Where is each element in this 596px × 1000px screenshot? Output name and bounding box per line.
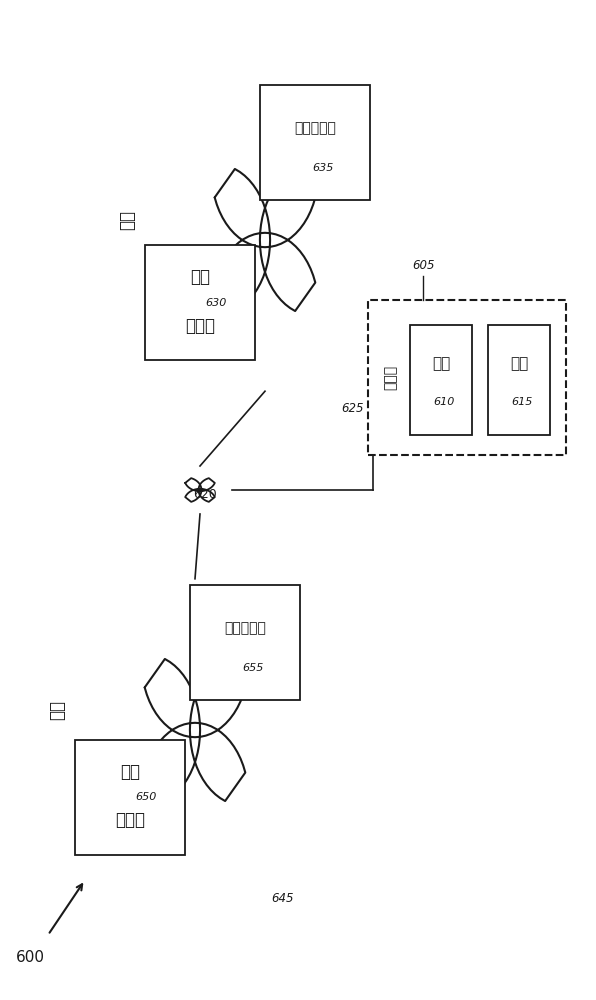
Text: 存储: 存储 [190,268,210,286]
Text: 635: 635 [312,163,334,173]
Text: 令牌: 令牌 [432,356,450,371]
FancyBboxPatch shape [488,325,550,435]
Text: 异地: 异地 [48,700,66,720]
Text: 600: 600 [15,950,45,966]
Text: 令牌: 令牌 [510,356,528,371]
Polygon shape [215,169,315,311]
Text: 645: 645 [272,892,294,905]
Text: 625: 625 [342,402,364,415]
Text: 650: 650 [135,792,156,802]
Text: 655: 655 [243,663,263,673]
Text: 610: 610 [433,397,455,407]
FancyBboxPatch shape [368,300,566,455]
Text: 异地驗证器: 异地驗证器 [224,622,266,636]
FancyBboxPatch shape [260,85,370,200]
Text: 服务器: 服务器 [185,316,215,334]
Polygon shape [145,659,246,801]
FancyBboxPatch shape [190,585,300,700]
Polygon shape [185,478,215,502]
Text: 服务器: 服务器 [115,812,145,830]
FancyBboxPatch shape [75,740,185,855]
Text: 本地: 本地 [118,210,136,230]
Text: 620: 620 [193,488,217,502]
Text: 本地驗证器: 本地驗证器 [294,122,336,136]
FancyBboxPatch shape [145,245,255,360]
Text: 615: 615 [511,397,533,407]
Text: 客户端: 客户端 [383,365,397,390]
Text: 605: 605 [412,259,434,272]
Text: 630: 630 [205,298,226,308]
FancyBboxPatch shape [410,325,472,435]
Text: 存储: 存储 [120,763,140,781]
